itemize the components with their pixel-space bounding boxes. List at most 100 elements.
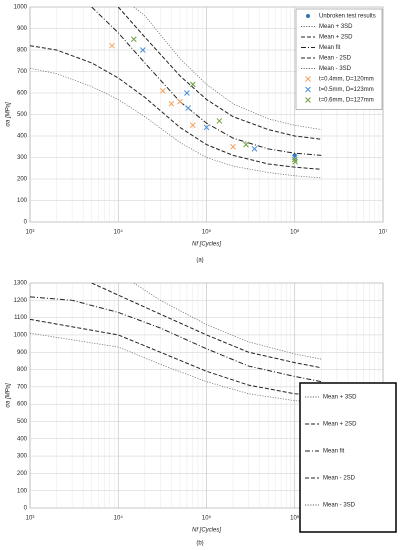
y-tick-label: 800 <box>17 48 28 54</box>
x-tick-label: 10⁴ <box>114 229 124 236</box>
marker-stroke <box>216 118 223 124</box>
caption: (b) <box>196 541 203 547</box>
x-tick-label: 10³ <box>26 230 35 236</box>
marker-stroke <box>305 86 311 93</box>
marker-stroke <box>291 156 298 163</box>
y-tick-label: 800 <box>17 367 28 373</box>
marker-stroke <box>292 158 298 165</box>
x-marker <box>305 76 311 82</box>
x-tick-label: 10⁶ <box>290 229 300 236</box>
x-marker <box>305 86 311 93</box>
legend-label: Unbroken test results <box>319 14 376 20</box>
y-tick-label: 500 <box>17 112 28 118</box>
series-line <box>91 283 322 369</box>
y-tick-label: 600 <box>17 91 28 97</box>
legend-label: Mean - 3SD <box>319 66 352 72</box>
marker-stroke <box>177 98 183 105</box>
caption: (a) <box>196 258 203 264</box>
x-marker <box>184 90 190 96</box>
x-tick-label: 10⁶ <box>290 515 300 522</box>
legend-label: Mean fit <box>323 449 345 455</box>
x-tick-label: 10⁵ <box>202 515 212 522</box>
y-tick-label: 100 <box>17 198 28 204</box>
marker-stroke <box>243 141 249 148</box>
series-line <box>117 7 322 140</box>
x-marker <box>251 146 258 152</box>
y-tick-label: 200 <box>17 471 28 477</box>
series-line <box>133 283 322 360</box>
x-marker <box>130 36 137 43</box>
x-marker <box>203 124 210 131</box>
marker-stroke <box>168 100 175 107</box>
y-tick-label: 500 <box>17 419 28 425</box>
legend-label: Mean - 2SD <box>319 56 352 62</box>
y-tick-label: 600 <box>17 402 28 408</box>
y-tick-label: 200 <box>17 177 28 183</box>
y-axis-label: σa [MPa] <box>6 102 12 127</box>
x-tick-label: 10⁵ <box>202 229 212 236</box>
x-marker <box>159 87 166 94</box>
series-line <box>133 7 322 130</box>
y-tick-label: 0 <box>24 506 28 512</box>
x-marker <box>185 105 192 111</box>
legend-label: t=0.5mm, D=123mm <box>319 87 374 93</box>
x-marker <box>243 141 249 148</box>
y-tick-label: 400 <box>17 436 28 442</box>
legend-label: Mean - 3SD <box>323 503 356 509</box>
marker-stroke <box>305 76 311 82</box>
y-tick-label: 700 <box>17 69 28 75</box>
marker-stroke <box>230 143 236 150</box>
series-line <box>30 45 322 170</box>
x-tick-label: 10⁷ <box>379 229 388 236</box>
x-marker <box>139 47 146 53</box>
legend-box <box>295 8 383 110</box>
y-tick-label: 100 <box>17 488 28 494</box>
x-marker <box>305 97 311 103</box>
legend-box <box>299 382 397 533</box>
y-tick-label: 900 <box>17 26 28 32</box>
y-tick-label: 0 <box>24 220 28 226</box>
y-tick-label: 900 <box>17 350 28 356</box>
marker-stroke <box>109 42 115 49</box>
x-marker <box>168 100 175 107</box>
y-tick-label: 400 <box>17 134 28 140</box>
legend-label: Mean + 3SD <box>323 395 357 401</box>
y-axis-label: σa [MPa] <box>6 383 12 408</box>
y-tick-label: 300 <box>17 155 28 161</box>
x-marker <box>216 118 223 124</box>
x-marker <box>189 81 196 88</box>
marker-stroke <box>184 90 190 96</box>
series-line <box>30 67 322 179</box>
x-marker <box>291 156 298 163</box>
marker-stroke <box>189 81 196 88</box>
marker-stroke <box>130 36 137 43</box>
x-marker <box>109 42 115 49</box>
x-tick-label: 10³ <box>26 516 35 522</box>
x-marker <box>189 122 196 129</box>
y-tick-label: 1100 <box>14 315 28 321</box>
series-line <box>30 332 322 403</box>
x-marker <box>177 98 183 105</box>
legend-label: t=0.6mm, D=127mm <box>319 98 374 104</box>
marker-stroke <box>159 87 166 94</box>
series-line <box>91 7 322 156</box>
y-tick-label: 1200 <box>14 298 28 304</box>
y-tick-label: 1000 <box>14 5 28 11</box>
marker-stroke <box>189 122 196 129</box>
y-tick-label: 1000 <box>14 333 28 339</box>
legend-label: Mean - 2SD <box>323 476 356 482</box>
series-line <box>30 318 322 396</box>
x-marker <box>292 158 298 165</box>
marker-stroke <box>203 124 210 131</box>
y-tick-label: 300 <box>17 454 28 460</box>
legend-label: t=0.4mm, D=120mm <box>319 77 374 83</box>
series-line <box>30 296 322 383</box>
x-tick-label: 10⁴ <box>114 515 124 522</box>
legend-label: Mean + 2SD <box>319 35 353 41</box>
marker-stroke <box>305 97 311 103</box>
x-axis-label: Nf [Cycles] <box>192 242 221 248</box>
marker-stroke <box>139 47 146 53</box>
marker-stroke <box>251 146 258 152</box>
y-tick-label: 1300 <box>14 281 28 287</box>
